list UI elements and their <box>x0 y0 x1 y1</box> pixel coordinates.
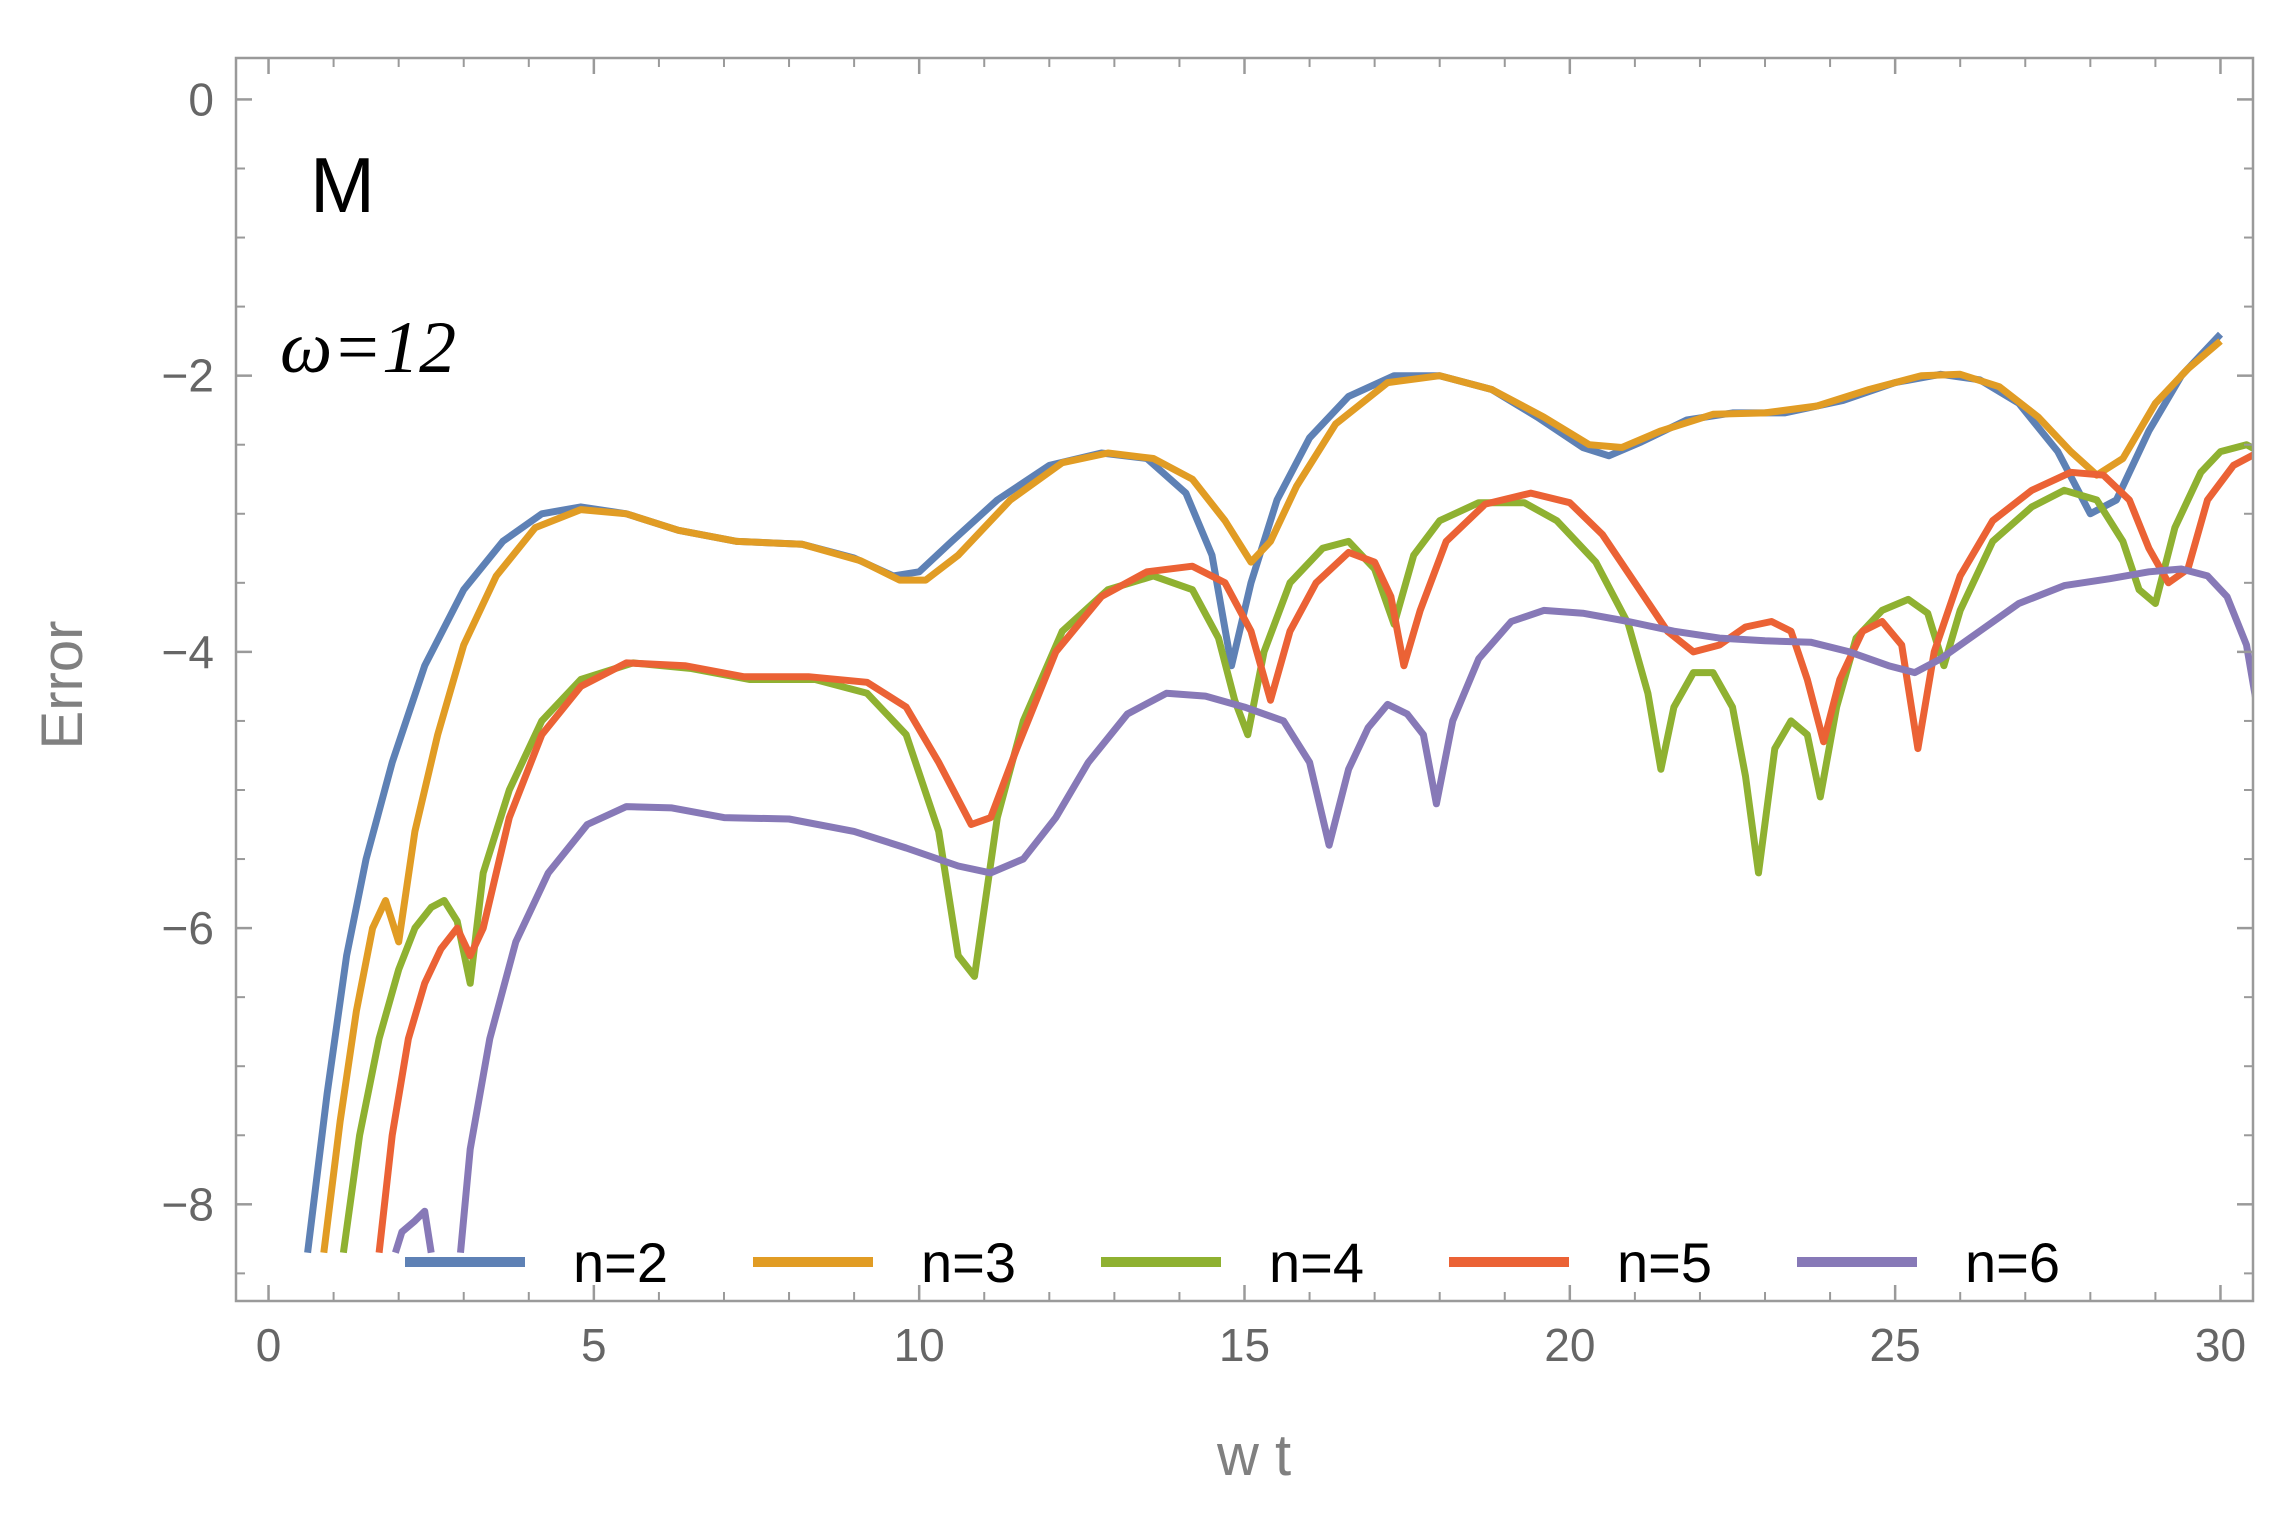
y-tick-label: −2 <box>162 350 214 402</box>
series-line-2 <box>320 338 2223 1254</box>
legend-label: n=3 <box>921 1231 1016 1294</box>
y-tick-label: 0 <box>188 73 214 125</box>
series-line-4 <box>375 451 2253 1254</box>
y-axis-ticks: 0 −2 −4 −6 −8 <box>162 73 2253 1275</box>
x-tick-label: 5 <box>581 1319 607 1371</box>
x-axis-label: w t <box>1216 1423 1291 1488</box>
x-tick-label: 0 <box>256 1319 282 1371</box>
y-tick-label: −4 <box>162 626 214 678</box>
y-axis-label: Error <box>30 621 95 750</box>
x-tick-label: 10 <box>894 1319 945 1371</box>
x-tick-label: 15 <box>1219 1319 1270 1371</box>
omega-parameter-label: ω=12 <box>280 307 456 389</box>
legend-label: n=2 <box>573 1231 668 1294</box>
legend-label: n=5 <box>1617 1231 1712 1294</box>
y-tick-label: −6 <box>162 902 214 954</box>
series-line-6 <box>392 1207 435 1254</box>
y-tick-label: −8 <box>162 1178 214 1230</box>
x-tick-label: 20 <box>1544 1319 1595 1371</box>
x-tick-label: 25 <box>1870 1319 1921 1371</box>
plot-lines <box>304 331 2253 1254</box>
panel-label: M <box>310 141 375 229</box>
series-line-5 <box>457 565 2253 1254</box>
legend-label: n=4 <box>1269 1231 1364 1294</box>
x-tick-label: 30 <box>2195 1319 2246 1371</box>
legend-label: n=6 <box>1965 1231 2060 1294</box>
legend: n=2 n=3 n=4 n=5 n=6 <box>405 1231 2060 1294</box>
x-axis-ticks: 0 5 10 15 20 25 30 <box>256 58 2246 1371</box>
